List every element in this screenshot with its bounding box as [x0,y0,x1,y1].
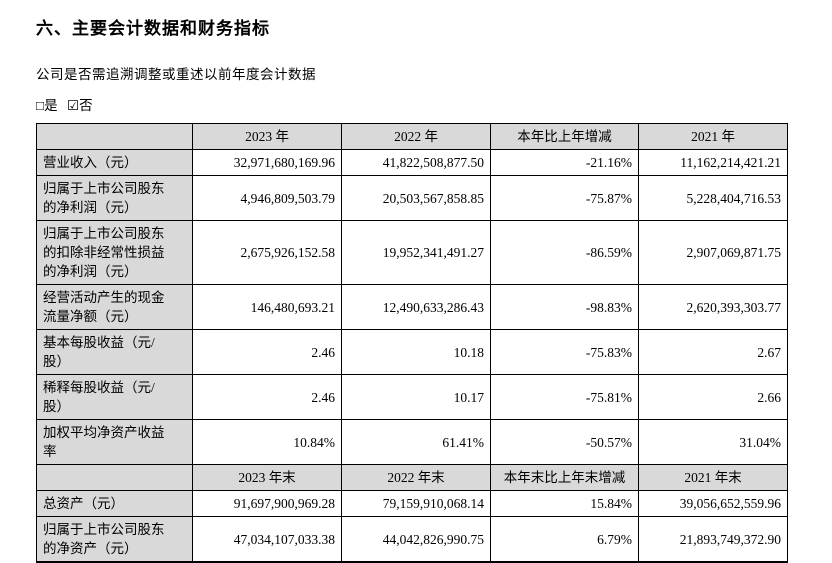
value-2021: 2,620,393,303.77 [638,284,788,330]
financial-indicators-table: 2023 年 2022 年 本年比上年增减 2021 年 营业收入（元） 32,… [36,123,788,563]
value-2021: 2,907,069,871.75 [638,220,788,285]
table-row: 加权平均净资产收益 率 10.84% 61.41% -50.57% 31.04% [36,419,788,465]
question-text: 公司是否需追溯调整或重述以前年度会计数据 [36,67,316,82]
value-2022: 19,952,341,491.27 [341,220,491,285]
value-change: 15.84% [490,490,639,517]
header-2021: 2021 年 [638,123,788,150]
value-2022: 44,042,826,990.75 [341,516,491,563]
metric-label: 归属于上市公司股东 的净资产（元） [36,516,193,563]
metric-label: 归属于上市公司股东 的净利润（元） [36,175,193,221]
value-2022: 41,822,508,877.50 [341,149,491,176]
table-row: 归属于上市公司股东 的扣除非经常性损益 的净利润（元） 2,675,926,15… [36,220,788,285]
table-row: 稀释每股收益（元/ 股） 2.46 10.17 -75.81% 2.66 [36,374,788,420]
metric-label: 基本每股收益（元/ 股） [36,329,193,375]
table-header-row-yearend: 2023 年末 2022 年末 本年末比上年末增减 2021 年末 [36,464,788,491]
value-2023: 10.84% [192,419,342,465]
no-checkbox: ☑否 [67,98,93,113]
table-row: 基本每股收益（元/ 股） 2.46 10.18 -75.83% 2.67 [36,329,788,375]
value-2021: 2.67 [638,329,788,375]
header-2023-end: 2023 年末 [192,464,342,491]
value-2023: 4,946,809,503.79 [192,175,342,221]
value-2021: 21,893,749,372.90 [638,516,788,563]
page-title: 六、主要会计数据和财务指标 [36,19,270,38]
value-2022: 61.41% [341,419,491,465]
header-blank [36,464,193,491]
value-2021: 2.66 [638,374,788,420]
value-change: -75.87% [490,175,639,221]
header-yearend-change: 本年末比上年末增减 [490,464,639,491]
metric-label: 总资产（元） [36,490,193,517]
table-row: 营业收入（元） 32,971,680,169.96 41,822,508,877… [36,149,788,176]
value-2021: 5,228,404,716.53 [638,175,788,221]
value-2022: 10.17 [341,374,491,420]
value-2021: 31.04% [638,419,788,465]
header-2021-end: 2021 年末 [638,464,788,491]
header-blank [36,123,193,150]
table-row: 归属于上市公司股东 的净资产（元） 47,034,107,033.38 44,0… [36,516,788,563]
value-2023: 2,675,926,152.58 [192,220,342,285]
value-change: -21.16% [490,149,639,176]
value-2023: 146,480,693.21 [192,284,342,330]
value-2022: 79,159,910,068.14 [341,490,491,517]
value-2022: 20,503,567,858.85 [341,175,491,221]
value-change: -86.59% [490,220,639,285]
value-2023: 91,697,900,969.28 [192,490,342,517]
table-row: 总资产（元） 91,697,900,969.28 79,159,910,068.… [36,490,788,517]
value-2023: 47,034,107,033.38 [192,516,342,563]
value-2021: 11,162,214,421.21 [638,149,788,176]
metric-label: 经营活动产生的现金 流量净额（元） [36,284,193,330]
metric-label: 归属于上市公司股东 的扣除非经常性损益 的净利润（元） [36,220,193,285]
value-2023: 2.46 [192,329,342,375]
checkbox-line: □是 ☑否 [36,94,822,114]
header-2023: 2023 年 [192,123,342,150]
value-2022: 10.18 [341,329,491,375]
value-2023: 2.46 [192,374,342,420]
value-2021: 39,056,652,559.96 [638,490,788,517]
yes-checkbox: □是 [36,98,58,113]
table-row: 经营活动产生的现金 流量净额（元） 146,480,693.21 12,490,… [36,284,788,330]
header-2022-end: 2022 年末 [341,464,491,491]
value-change: -75.81% [490,374,639,420]
value-2023: 32,971,680,169.96 [192,149,342,176]
value-change: 6.79% [490,516,639,563]
value-2022: 12,490,633,286.43 [341,284,491,330]
value-change: -75.83% [490,329,639,375]
metric-label: 加权平均净资产收益 率 [36,419,193,465]
header-yoy-change: 本年比上年增减 [490,123,639,150]
metric-label: 稀释每股收益（元/ 股） [36,374,193,420]
table-row: 归属于上市公司股东 的净利润（元） 4,946,809,503.79 20,50… [36,175,788,221]
table-header-row-annual: 2023 年 2022 年 本年比上年增减 2021 年 [36,123,788,150]
value-change: -98.83% [490,284,639,330]
value-change: -50.57% [490,419,639,465]
metric-label: 营业收入（元） [36,149,193,176]
header-2022: 2022 年 [341,123,491,150]
